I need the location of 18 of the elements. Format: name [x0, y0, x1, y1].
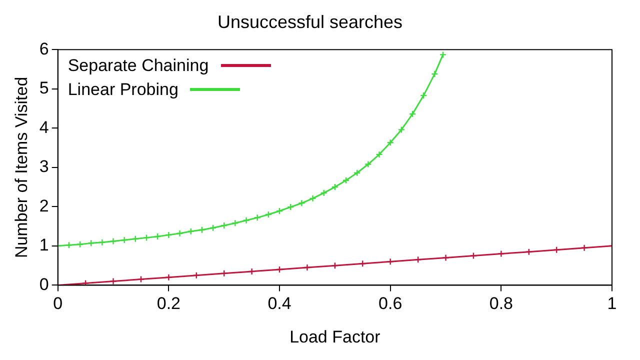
y-axis-title: Number of Items Visited — [12, 76, 31, 258]
y-tick-label: 3 — [39, 157, 49, 176]
x-tick-label: 0 — [53, 294, 63, 314]
legend-label: Linear Probing — [68, 78, 178, 101]
chart-title: Unsuccessful searches — [217, 12, 403, 32]
y-tick-label: 1 — [39, 236, 49, 255]
x-tick-label: 0.8 — [489, 294, 513, 314]
legend-label: Separate Chaining — [68, 54, 209, 77]
x-tick-label: 0.6 — [378, 294, 402, 314]
x-tick-label: 0.2 — [156, 294, 181, 314]
x-tick-label: 0.4 — [268, 294, 292, 314]
y-tick-label: 5 — [39, 78, 49, 98]
x-tick-label: 1 — [607, 294, 617, 314]
y-tick-label: 6 — [39, 39, 49, 58]
y-tick-label: 0 — [39, 274, 49, 294]
y-tick-label: 2 — [39, 196, 49, 216]
x-axis-title: Load Factor — [290, 327, 381, 346]
y-tick-label: 4 — [39, 118, 49, 137]
